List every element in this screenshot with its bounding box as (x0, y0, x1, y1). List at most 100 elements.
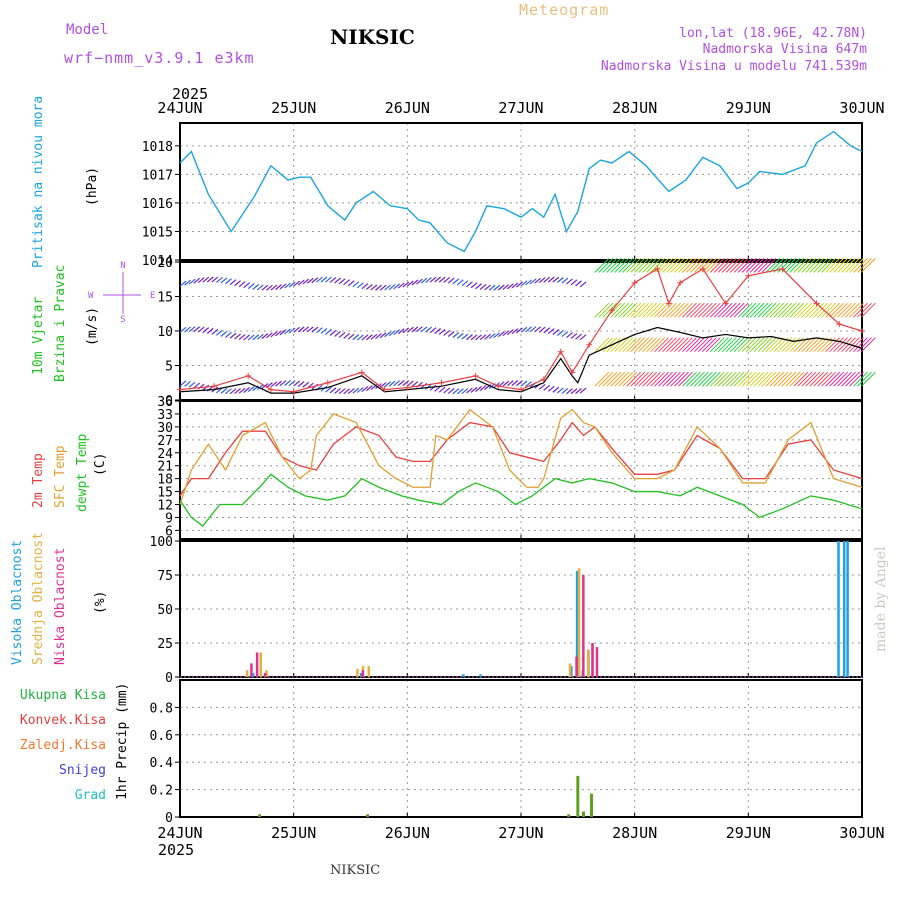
wind-barb (575, 280, 582, 287)
wind-barb (215, 276, 223, 283)
precip-bar (567, 814, 571, 817)
wind-barb (697, 371, 713, 387)
high-cloud-bar (837, 541, 840, 677)
wind-barb (761, 337, 777, 353)
wind-barb (475, 283, 482, 290)
wind-barb (356, 334, 364, 341)
temp2m-line (179, 421, 863, 497)
wind-barb (179, 280, 187, 287)
svg-text:E: E (150, 291, 155, 301)
wind-barb (179, 380, 187, 387)
wind-barb (741, 257, 757, 273)
wind-barb (614, 257, 630, 273)
wind-barb (785, 337, 801, 353)
wind-barb (379, 332, 387, 339)
wind-barb (749, 371, 765, 387)
wind-barb (654, 337, 669, 353)
wind-barb (622, 371, 638, 387)
wind-barb (693, 337, 709, 353)
wind-barb (829, 257, 844, 273)
wind-barb (813, 371, 829, 387)
wind-barb (697, 302, 713, 318)
wind-barb (479, 385, 487, 392)
wind-barb (801, 302, 817, 318)
y-tick-label: 15 (157, 486, 173, 501)
wind-barb (188, 278, 196, 285)
wind-barb (678, 257, 693, 273)
low-cloud-title: Niska Oblacnost (53, 548, 68, 665)
wind-barb (769, 337, 785, 353)
wind-barb (622, 302, 638, 318)
wind-barb (769, 302, 785, 318)
wind-barb (626, 257, 642, 273)
svg-text:S: S (120, 315, 125, 325)
wind-barb (243, 282, 251, 289)
day-label-top: 28JUN (612, 99, 657, 117)
wind-barb (674, 337, 689, 353)
y-tick-label: 0.8 (150, 701, 173, 716)
wind-barb (443, 329, 451, 336)
wind-barb (406, 326, 414, 333)
wind-barb (516, 327, 523, 334)
wind-barb (516, 380, 523, 387)
wind-barb (329, 276, 337, 283)
wind-barb (229, 388, 237, 395)
wind-barb (729, 337, 745, 353)
wind-barb (853, 371, 868, 387)
wind-barb (447, 277, 455, 284)
wind-barb (821, 257, 837, 273)
wind-barb (525, 279, 532, 286)
wind-barb (721, 337, 737, 353)
gust-marker (779, 265, 786, 272)
wind-barb (594, 257, 610, 273)
day-label-bottom: 30JUN (839, 824, 884, 842)
y-tick-label: 0 (165, 394, 173, 409)
day-label-top: 27JUN (498, 99, 543, 117)
legend-snijeg: Snijeg (59, 763, 106, 778)
wind-barb (270, 284, 278, 291)
wind-barb (388, 330, 396, 337)
wind-barb (833, 302, 848, 318)
wind-barb (861, 302, 876, 318)
coords-label: lon,lat (18.96E, 42.78N) (679, 26, 867, 41)
wind-barb (833, 371, 848, 387)
wind-barb (853, 257, 868, 273)
wind-barb (238, 334, 246, 341)
wind-barb (825, 257, 840, 273)
wind-barb (247, 386, 255, 393)
wind-barb (793, 302, 809, 318)
wind-barb (606, 257, 622, 273)
wind-barb (256, 284, 264, 291)
wind-barb (552, 329, 560, 335)
wind-barb (266, 284, 273, 291)
wind-barb (805, 337, 821, 353)
wind-barb (275, 284, 282, 291)
wind-barb (197, 277, 205, 284)
wind-barb (475, 334, 482, 341)
wind-barb (497, 331, 505, 338)
wind-barb (506, 329, 514, 336)
wind-barb (626, 302, 642, 318)
wind-barb (456, 279, 464, 286)
wind-barb (466, 281, 473, 288)
wind-barb (789, 371, 805, 387)
wind-barb (821, 302, 837, 318)
wind-barb (511, 328, 519, 335)
low-cloud-bar (361, 670, 365, 677)
wind-barb (579, 334, 587, 341)
y-tick-label: 25 (157, 637, 173, 652)
wind-barb (682, 371, 697, 387)
low-cloud-bar (582, 575, 585, 677)
low-cloud-bar (591, 643, 594, 677)
wind-barb (243, 387, 251, 393)
wind-barb (733, 371, 749, 387)
wind-barb (361, 386, 369, 393)
wind-barb (725, 302, 741, 318)
wind-barb (642, 371, 657, 387)
wind-barb (206, 327, 214, 334)
wind-barb (566, 278, 573, 285)
wind-barb (420, 277, 428, 284)
wind-barb (284, 282, 291, 289)
wind-barb (749, 337, 765, 353)
y-tick-label: 0 (165, 671, 173, 686)
